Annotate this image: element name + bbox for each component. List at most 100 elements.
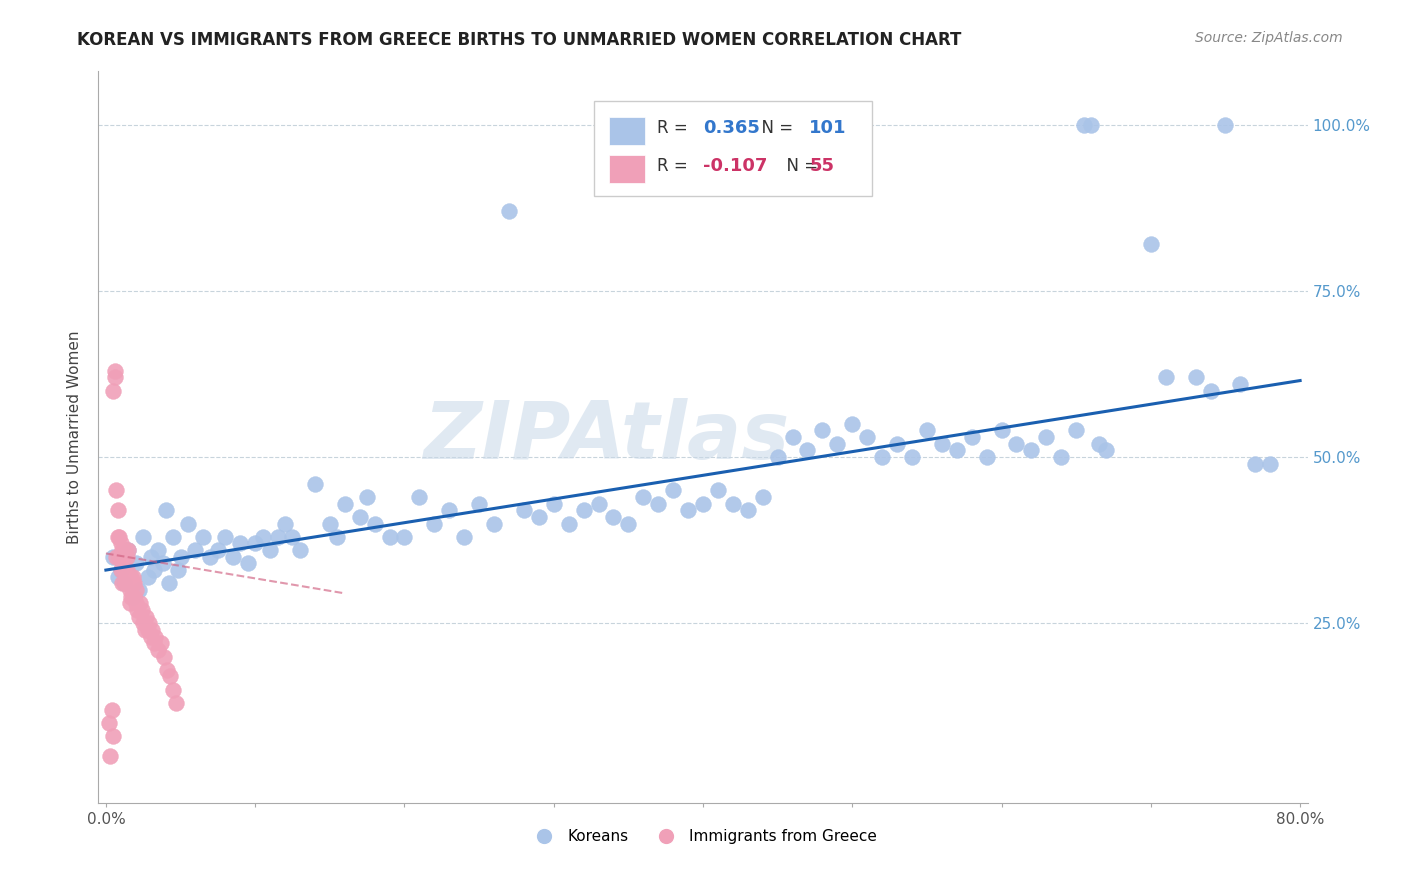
- Legend: Koreans, Immigrants from Greece: Koreans, Immigrants from Greece: [523, 822, 883, 850]
- Point: [142, 563, 165, 577]
- Point: [751, 490, 773, 504]
- Point: [468, 497, 491, 511]
- Point: [112, 576, 135, 591]
- Point: [214, 530, 236, 544]
- Point: [1050, 450, 1073, 464]
- Point: [135, 609, 157, 624]
- Point: [1258, 457, 1281, 471]
- Text: N =: N =: [751, 120, 799, 137]
- FancyBboxPatch shape: [609, 155, 645, 183]
- Point: [134, 623, 156, 637]
- Point: [229, 536, 252, 550]
- Point: [811, 424, 834, 438]
- Point: [169, 549, 191, 564]
- Point: [737, 503, 759, 517]
- Point: [543, 497, 565, 511]
- Point: [266, 530, 288, 544]
- Point: [166, 563, 188, 577]
- Point: [128, 609, 150, 624]
- Point: [177, 516, 200, 531]
- Point: [125, 557, 148, 571]
- Point: [304, 476, 326, 491]
- Point: [136, 570, 159, 584]
- Point: [142, 636, 165, 650]
- Point: [150, 636, 173, 650]
- Point: [207, 543, 229, 558]
- Point: [107, 530, 129, 544]
- Point: [127, 603, 149, 617]
- Point: [117, 543, 139, 558]
- Text: N =: N =: [776, 158, 823, 176]
- Point: [378, 530, 401, 544]
- Point: [363, 516, 385, 531]
- Point: [143, 630, 166, 644]
- Point: [105, 483, 128, 498]
- Text: R =: R =: [657, 120, 693, 137]
- Point: [121, 576, 143, 591]
- Point: [117, 570, 139, 584]
- Point: [125, 582, 148, 597]
- Point: [243, 536, 266, 550]
- Point: [662, 483, 685, 498]
- Point: [115, 549, 138, 564]
- Point: [356, 490, 378, 504]
- Point: [136, 623, 159, 637]
- Point: [1199, 384, 1222, 398]
- Point: [423, 516, 446, 531]
- Point: [886, 436, 908, 450]
- Point: [107, 503, 129, 517]
- Point: [439, 503, 461, 517]
- Point: [1154, 370, 1177, 384]
- Point: [117, 543, 139, 558]
- Text: 101: 101: [810, 120, 846, 137]
- Point: [281, 530, 304, 544]
- Text: Source: ZipAtlas.com: Source: ZipAtlas.com: [1195, 31, 1343, 45]
- Point: [236, 557, 259, 571]
- Point: [111, 543, 134, 558]
- Point: [259, 543, 281, 558]
- Point: [132, 616, 155, 631]
- Point: [513, 503, 536, 517]
- Point: [122, 590, 145, 604]
- Point: [931, 436, 953, 450]
- Point: [118, 582, 141, 597]
- Point: [132, 530, 155, 544]
- Point: [1035, 430, 1057, 444]
- Point: [482, 516, 505, 531]
- Point: [105, 549, 128, 564]
- Point: [122, 576, 145, 591]
- Point: [617, 516, 640, 531]
- Point: [118, 596, 141, 610]
- Point: [103, 729, 125, 743]
- Point: [333, 497, 356, 511]
- Point: [602, 509, 624, 524]
- Point: [796, 443, 818, 458]
- Point: [1080, 118, 1102, 132]
- Point: [131, 603, 153, 617]
- FancyBboxPatch shape: [595, 101, 872, 195]
- Point: [1244, 457, 1267, 471]
- Point: [827, 436, 849, 450]
- Point: [572, 503, 595, 517]
- Point: [1095, 443, 1118, 458]
- Point: [138, 616, 160, 631]
- Point: [155, 503, 177, 517]
- Point: [104, 370, 127, 384]
- Point: [120, 570, 142, 584]
- Point: [153, 649, 176, 664]
- Point: [162, 530, 184, 544]
- Point: [157, 576, 180, 591]
- Point: [274, 516, 297, 531]
- Point: [1005, 436, 1028, 450]
- Text: R =: R =: [657, 158, 693, 176]
- Point: [114, 543, 136, 558]
- Point: [1021, 443, 1043, 458]
- Point: [633, 490, 655, 504]
- Point: [98, 749, 121, 764]
- Point: [901, 450, 924, 464]
- Point: [326, 530, 349, 544]
- Point: [110, 536, 132, 550]
- Point: [115, 563, 138, 577]
- Point: [1064, 424, 1087, 438]
- Point: [146, 643, 169, 657]
